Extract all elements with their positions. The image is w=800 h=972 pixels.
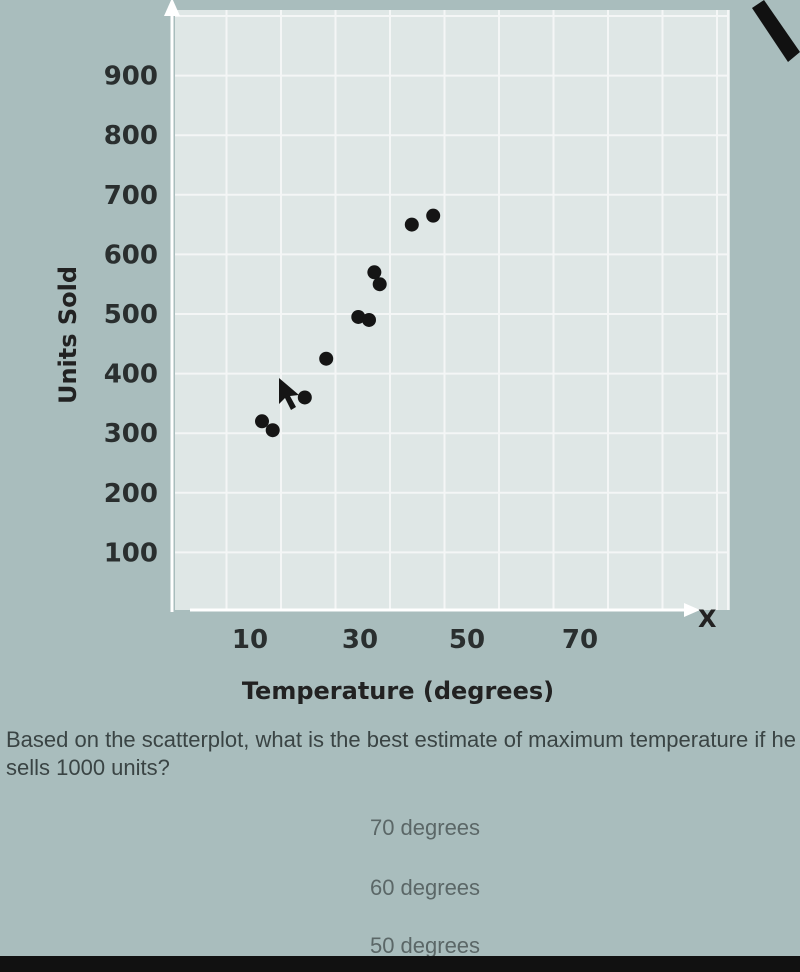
- y-tick-labels: 100 200 300 400 500 600 700 800 900: [104, 62, 158, 569]
- x-tick-label: 10: [232, 625, 268, 655]
- screen-bottom-edge: [0, 956, 800, 972]
- x-tick-label: 30: [342, 625, 378, 655]
- y-axis-arrow-icon: [164, 0, 180, 16]
- data-point: [367, 265, 382, 280]
- x-tick-labels: 10 30 50 70: [232, 625, 598, 655]
- y-tick-label: 300: [104, 419, 158, 449]
- y-tick-label: 600: [104, 240, 158, 270]
- data-point: [362, 312, 376, 327]
- x-tick-label: 50: [449, 625, 485, 655]
- data-point: [426, 208, 441, 223]
- x-axis-letter: X: [698, 605, 717, 633]
- x-axis-title: Temperature (degrees): [242, 677, 554, 705]
- y-tick-label: 700: [104, 181, 158, 211]
- y-tick-label: 400: [104, 360, 158, 390]
- grid-lines: [175, 10, 729, 610]
- x-axis-arrow-icon: [684, 603, 700, 617]
- x-tick-label: 70: [562, 625, 598, 655]
- mouse-cursor-icon: [279, 378, 299, 410]
- plot-background: [175, 10, 730, 610]
- pen-tip-icon: [752, 0, 800, 62]
- data-point: [351, 309, 366, 324]
- y-tick-label: 800: [104, 121, 158, 151]
- data-point: [319, 351, 334, 366]
- answer-choice-50[interactable]: 50 degrees: [369, 933, 481, 958]
- data-points: [255, 208, 441, 438]
- y-tick-label: 900: [104, 62, 158, 92]
- y-tick-label: 500: [104, 300, 158, 330]
- answer-choice-70[interactable]: 70 degrees: [369, 815, 481, 840]
- data-point: [255, 414, 269, 429]
- data-point: [372, 277, 387, 292]
- answer-choice-60[interactable]: 60 degrees: [369, 875, 481, 900]
- data-point: [265, 423, 280, 438]
- data-point: [404, 217, 419, 232]
- question-text: Based on the scatterplot, what is the be…: [6, 727, 796, 780]
- scatter-chart: X 100 200 300 400 500 600 700 800 900 10 30 50 70 U…: [54, 0, 730, 705]
- data-point: [297, 390, 312, 405]
- y-tick-label: 100: [104, 538, 158, 568]
- y-axis-title: Units Sold: [54, 266, 82, 404]
- y-tick-label: 200: [104, 479, 158, 509]
